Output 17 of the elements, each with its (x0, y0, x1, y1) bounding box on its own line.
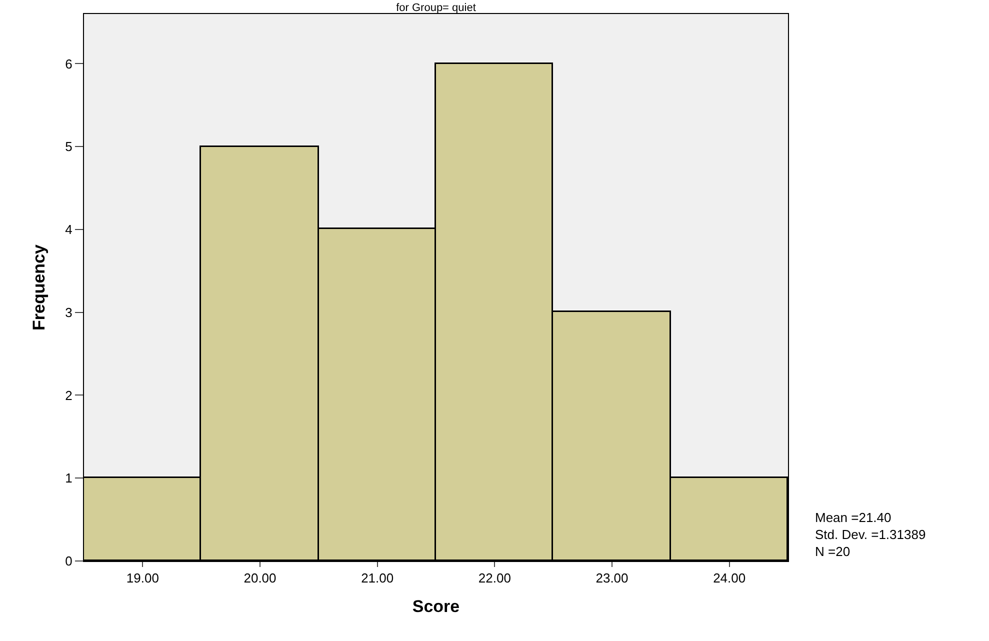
x-tick-label: 22.00 (478, 570, 511, 586)
x-tick-label: 23.00 (596, 570, 628, 586)
y-tick-label: 4 (65, 222, 72, 238)
x-tick-label: 20.00 (244, 570, 276, 586)
y-tick-label: 0 (65, 554, 72, 569)
y-tick-label: 1 (65, 470, 72, 486)
y-axis-title: Frequency (30, 244, 49, 330)
x-tick-label: 21.00 (361, 570, 394, 586)
text: Mean =21.40 Std. Dev. =1.31389 N =20 (815, 510, 926, 559)
x-axis-title: Score (412, 597, 460, 616)
y-tick-label: 3 (65, 304, 72, 320)
x-tick-label: 19.00 (126, 570, 159, 586)
y-tick-label: 2 (65, 388, 72, 403)
y-tick-label: 6 (65, 56, 72, 72)
chart-title: for Group= quiet (396, 2, 476, 14)
x-tick-label: 24.00 (713, 570, 746, 586)
y-tick-label: 5 (65, 139, 72, 154)
